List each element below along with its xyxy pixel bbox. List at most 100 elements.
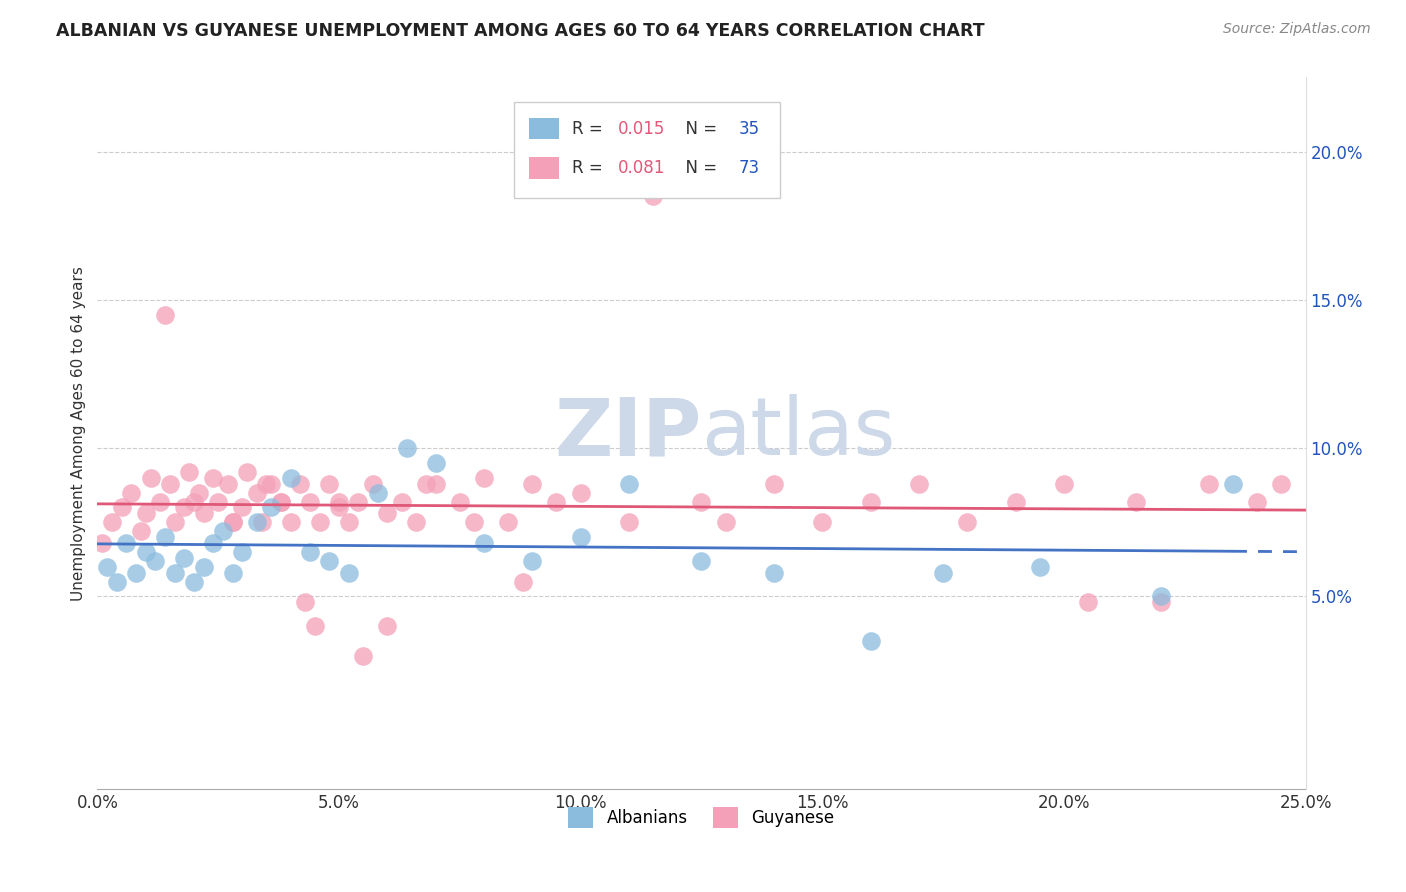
Point	[1222, 476, 1244, 491]
Point	[956, 516, 979, 530]
Point	[617, 516, 640, 530]
Text: N =: N =	[675, 120, 723, 137]
Text: atlas: atlas	[702, 394, 896, 473]
Point	[690, 494, 713, 508]
Point	[643, 189, 665, 203]
Point	[212, 524, 235, 539]
Point	[298, 494, 321, 508]
Legend: Albanians, Guyanese: Albanians, Guyanese	[562, 801, 841, 834]
Point	[231, 545, 253, 559]
Point	[298, 545, 321, 559]
Point	[129, 524, 152, 539]
Point	[762, 476, 785, 491]
Point	[159, 476, 181, 491]
Text: ALBANIAN VS GUYANESE UNEMPLOYMENT AMONG AGES 60 TO 64 YEARS CORRELATION CHART: ALBANIAN VS GUYANESE UNEMPLOYMENT AMONG …	[56, 22, 984, 40]
Point	[546, 494, 568, 508]
Point	[522, 554, 544, 568]
Point	[1246, 494, 1268, 508]
Point	[472, 536, 495, 550]
Text: 0.081: 0.081	[619, 159, 665, 177]
Text: 73: 73	[740, 159, 761, 177]
Point	[1149, 590, 1171, 604]
Point	[375, 619, 398, 633]
Point	[173, 500, 195, 515]
Point	[183, 574, 205, 589]
Point	[328, 494, 350, 508]
Point	[202, 536, 225, 550]
Point	[1053, 476, 1076, 491]
Point	[110, 500, 132, 515]
Point	[173, 550, 195, 565]
Point	[859, 494, 882, 508]
Point	[290, 476, 312, 491]
Point	[617, 476, 640, 491]
Point	[569, 530, 592, 544]
Text: R =: R =	[572, 159, 609, 177]
Point	[1077, 595, 1099, 609]
Point	[569, 485, 592, 500]
Point	[139, 471, 162, 485]
Point	[908, 476, 931, 491]
Point	[425, 476, 447, 491]
Point	[125, 566, 148, 580]
Point	[361, 476, 384, 491]
Point	[153, 308, 176, 322]
Point	[347, 494, 370, 508]
Point	[193, 559, 215, 574]
Point	[96, 559, 118, 574]
Point	[217, 476, 239, 491]
Text: 35: 35	[740, 120, 761, 137]
Point	[811, 516, 834, 530]
Point	[143, 554, 166, 568]
Point	[1125, 494, 1147, 508]
Point	[337, 566, 360, 580]
Point	[714, 516, 737, 530]
Point	[236, 465, 259, 479]
Point	[405, 516, 427, 530]
Point	[270, 494, 292, 508]
Text: 0.015: 0.015	[619, 120, 665, 137]
Point	[932, 566, 955, 580]
Point	[496, 516, 519, 530]
Point	[1198, 476, 1220, 491]
Point	[207, 494, 229, 508]
Point	[135, 545, 157, 559]
Point	[337, 516, 360, 530]
Point	[280, 471, 302, 485]
Y-axis label: Unemployment Among Ages 60 to 64 years: Unemployment Among Ages 60 to 64 years	[72, 266, 86, 601]
Point	[231, 500, 253, 515]
Point	[690, 554, 713, 568]
Point	[522, 476, 544, 491]
Bar	[529, 157, 558, 178]
Point	[415, 476, 437, 491]
Point	[512, 574, 534, 589]
Point	[153, 530, 176, 544]
Point	[91, 536, 114, 550]
Point	[221, 516, 243, 530]
Bar	[529, 118, 558, 139]
Point	[425, 456, 447, 470]
Point	[308, 516, 330, 530]
Point	[318, 476, 340, 491]
Point	[179, 465, 201, 479]
Point	[105, 574, 128, 589]
Point	[280, 516, 302, 530]
Text: ZIP: ZIP	[554, 394, 702, 473]
Point	[221, 566, 243, 580]
Point	[187, 485, 209, 500]
Point	[256, 476, 278, 491]
Point	[395, 441, 418, 455]
Point	[318, 554, 340, 568]
Point	[328, 500, 350, 515]
FancyBboxPatch shape	[515, 103, 780, 198]
Point	[260, 476, 283, 491]
Point	[472, 471, 495, 485]
Point	[149, 494, 172, 508]
Point	[1004, 494, 1026, 508]
Point	[246, 485, 269, 500]
Point	[304, 619, 326, 633]
Point	[183, 494, 205, 508]
Point	[202, 471, 225, 485]
Point	[367, 485, 389, 500]
Point	[135, 507, 157, 521]
